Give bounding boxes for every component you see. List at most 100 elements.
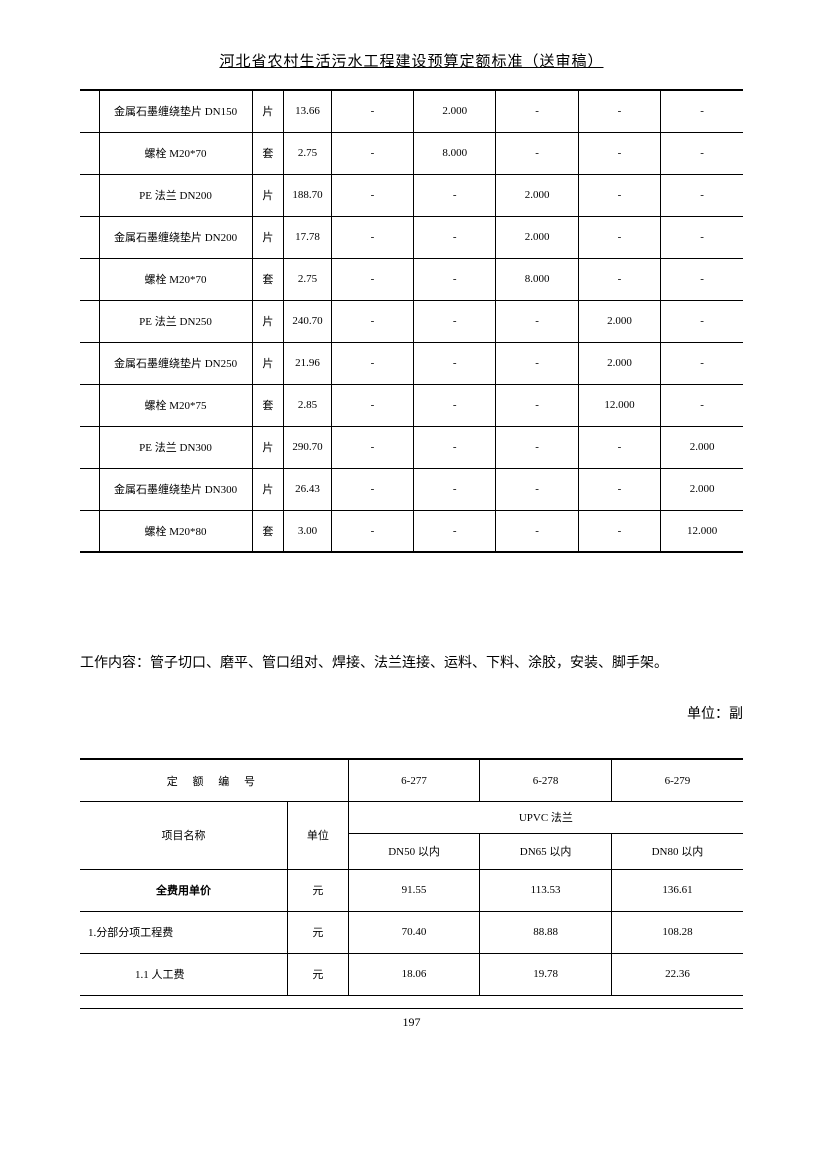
item-value: 8.000 bbox=[414, 132, 496, 174]
row-value: 108.28 bbox=[611, 911, 743, 953]
row-value: 19.78 bbox=[480, 953, 612, 995]
item-price: 21.96 bbox=[284, 342, 332, 384]
item-price: 26.43 bbox=[284, 468, 332, 510]
item-value: - bbox=[578, 174, 660, 216]
code-value: 6-279 bbox=[611, 759, 743, 801]
item-value: - bbox=[496, 384, 578, 426]
blank-cell bbox=[80, 510, 99, 552]
item-unit: 片 bbox=[252, 300, 284, 342]
item-unit: 套 bbox=[252, 384, 284, 426]
item-unit: 套 bbox=[252, 510, 284, 552]
item-value: - bbox=[331, 468, 413, 510]
item-value: - bbox=[414, 300, 496, 342]
item-value: 12.000 bbox=[661, 510, 743, 552]
item-price: 188.70 bbox=[284, 174, 332, 216]
item-name: 螺栓 M20*70 bbox=[99, 258, 252, 300]
item-value: - bbox=[578, 468, 660, 510]
row-value: 22.36 bbox=[611, 953, 743, 995]
item-value: - bbox=[331, 216, 413, 258]
item-price: 240.70 bbox=[284, 300, 332, 342]
item-value: 12.000 bbox=[578, 384, 660, 426]
item-value: 2.000 bbox=[578, 300, 660, 342]
subcol-header: DN50 以内 bbox=[348, 833, 480, 869]
item-value: - bbox=[414, 258, 496, 300]
quota-table: 定 额 编 号 6-277 6-278 6-279 项目名称 单位 UPVC 法… bbox=[80, 758, 743, 996]
item-value: - bbox=[578, 510, 660, 552]
item-price: 2.85 bbox=[284, 384, 332, 426]
item-value: - bbox=[331, 384, 413, 426]
item-value: - bbox=[414, 342, 496, 384]
item-value: - bbox=[661, 258, 743, 300]
item-value: - bbox=[661, 90, 743, 132]
blank-cell bbox=[80, 300, 99, 342]
item-value: - bbox=[496, 132, 578, 174]
item-value: 2.000 bbox=[414, 90, 496, 132]
item-unit: 片 bbox=[252, 342, 284, 384]
item-name: 金属石墨缠绕垫片 DN250 bbox=[99, 342, 252, 384]
item-unit: 片 bbox=[252, 90, 284, 132]
row-unit: 元 bbox=[288, 869, 349, 911]
item-name: 金属石墨缠绕垫片 DN300 bbox=[99, 468, 252, 510]
item-name: 金属石墨缠绕垫片 DN200 bbox=[99, 216, 252, 258]
item-value: - bbox=[496, 300, 578, 342]
item-value: - bbox=[331, 90, 413, 132]
item-value: - bbox=[331, 258, 413, 300]
item-value: - bbox=[331, 426, 413, 468]
item-value: - bbox=[496, 90, 578, 132]
item-value: - bbox=[496, 342, 578, 384]
row-name: 全费用单价 bbox=[80, 869, 288, 911]
materials-table: 金属石墨缠绕垫片 DN150片13.66-2.000---螺栓 M20*70套2… bbox=[80, 89, 743, 553]
item-value: - bbox=[331, 300, 413, 342]
item-name: PE 法兰 DN200 bbox=[99, 174, 252, 216]
row-name: 1.分部分项工程费 bbox=[80, 911, 288, 953]
blank-cell bbox=[80, 90, 99, 132]
item-value: - bbox=[661, 300, 743, 342]
item-name: 螺栓 M20*80 bbox=[99, 510, 252, 552]
row-unit: 元 bbox=[288, 953, 349, 995]
item-value: - bbox=[661, 384, 743, 426]
row-value: 88.88 bbox=[480, 911, 612, 953]
blank-cell bbox=[80, 258, 99, 300]
item-value: - bbox=[496, 426, 578, 468]
item-value: 2.000 bbox=[496, 174, 578, 216]
code-value: 6-277 bbox=[348, 759, 480, 801]
item-value: 2.000 bbox=[578, 342, 660, 384]
item-unit: 套 bbox=[252, 258, 284, 300]
item-value: 2.000 bbox=[496, 216, 578, 258]
item-name: 金属石墨缠绕垫片 DN150 bbox=[99, 90, 252, 132]
item-price: 2.75 bbox=[284, 132, 332, 174]
blank-cell bbox=[80, 426, 99, 468]
item-name: 螺栓 M20*75 bbox=[99, 384, 252, 426]
unit-label: 单位：副 bbox=[80, 703, 743, 723]
code-value: 6-278 bbox=[480, 759, 612, 801]
item-name: PE 法兰 DN300 bbox=[99, 426, 252, 468]
item-unit: 片 bbox=[252, 174, 284, 216]
item-value: - bbox=[414, 426, 496, 468]
item-value: - bbox=[414, 216, 496, 258]
item-value: - bbox=[661, 132, 743, 174]
item-value: - bbox=[661, 342, 743, 384]
page-number: 197 bbox=[80, 1008, 743, 1030]
item-price: 290.70 bbox=[284, 426, 332, 468]
item-price: 3.00 bbox=[284, 510, 332, 552]
subcol-header: DN65 以内 bbox=[480, 833, 612, 869]
work-content: 工作内容：管子切口、磨平、管口组对、焊接、法兰连接、运料、下料、涂胶，安装、脚手… bbox=[80, 653, 743, 675]
item-value: 8.000 bbox=[496, 258, 578, 300]
item-value: - bbox=[331, 132, 413, 174]
item-value: - bbox=[578, 132, 660, 174]
item-unit: 片 bbox=[252, 426, 284, 468]
item-value: - bbox=[661, 216, 743, 258]
item-name: PE 法兰 DN250 bbox=[99, 300, 252, 342]
item-unit: 片 bbox=[252, 216, 284, 258]
blank-cell bbox=[80, 468, 99, 510]
item-unit: 片 bbox=[252, 468, 284, 510]
item-value: - bbox=[578, 426, 660, 468]
row-value: 18.06 bbox=[348, 953, 480, 995]
row-value: 113.53 bbox=[480, 869, 612, 911]
item-value: - bbox=[414, 174, 496, 216]
item-value: - bbox=[414, 468, 496, 510]
item-value: 2.000 bbox=[661, 468, 743, 510]
item-value: - bbox=[661, 174, 743, 216]
subcol-header: DN80 以内 bbox=[611, 833, 743, 869]
blank-cell bbox=[80, 132, 99, 174]
